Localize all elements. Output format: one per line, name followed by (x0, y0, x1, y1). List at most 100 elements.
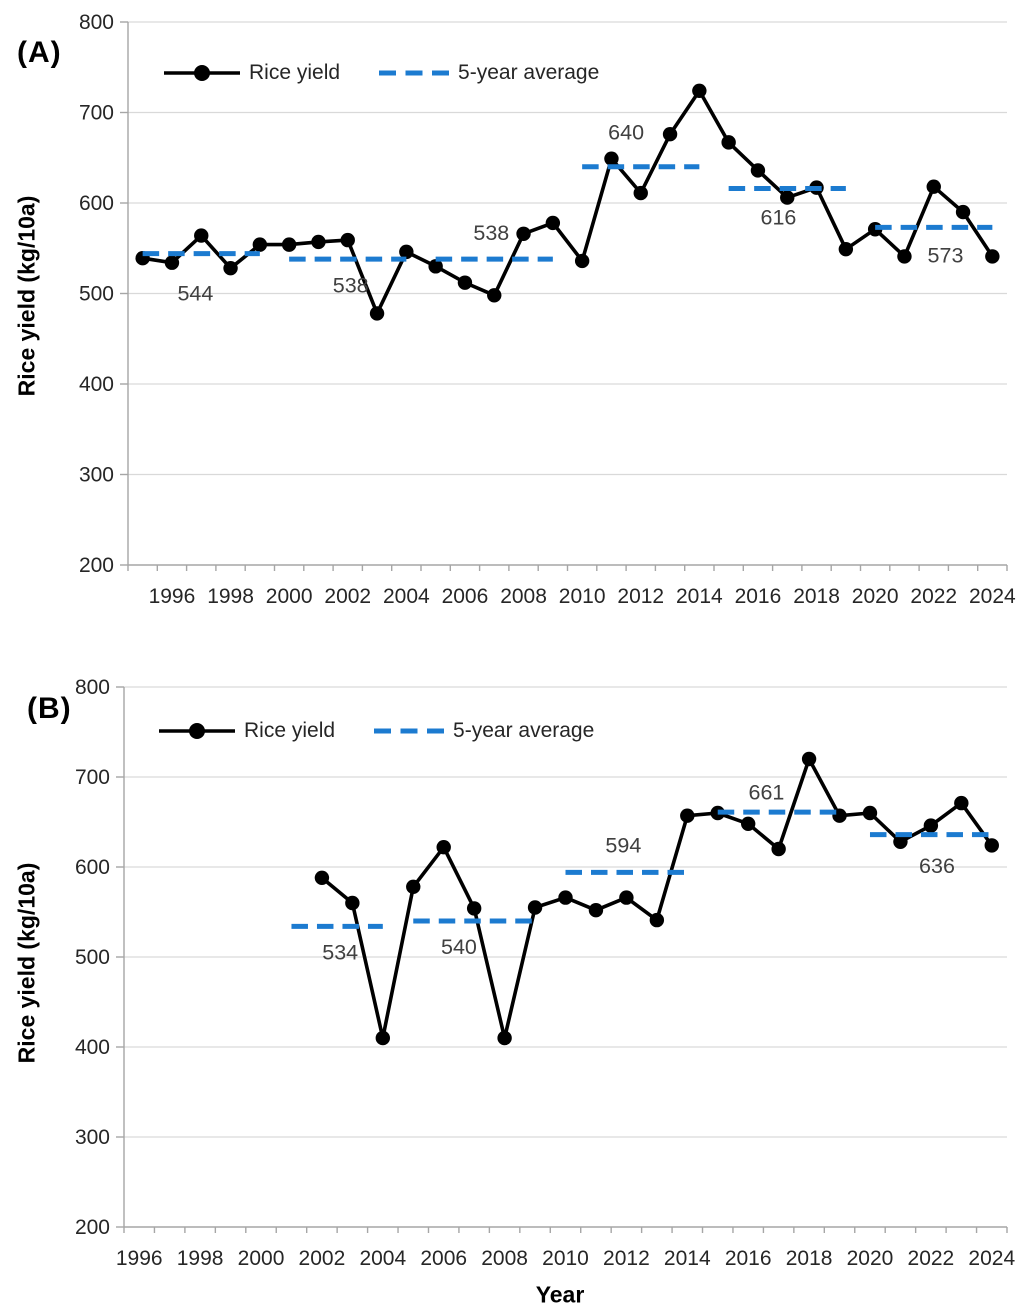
data-point-marker (345, 895, 360, 911)
five-year-average-value-label: 594 (605, 833, 641, 857)
data-point-marker (649, 912, 665, 928)
x-axis-tick-label: 2002 (299, 1247, 346, 1270)
y-axis-tick-label: 800 (79, 11, 114, 34)
x-axis-tick-label: 2006 (442, 585, 489, 608)
data-point-marker (985, 249, 1000, 264)
data-point-marker (838, 241, 854, 257)
data-point-marker (314, 870, 330, 885)
x-axis-tick-label: 2024 (968, 1247, 1015, 1270)
data-point-marker (619, 890, 634, 905)
dashed-line-sample-icon (374, 728, 445, 734)
x-axis-tick-label: 2012 (617, 585, 664, 608)
data-point-marker (457, 275, 473, 290)
x-axis-tick-label: 2016 (725, 1247, 772, 1270)
data-point-marker (545, 215, 561, 231)
five-year-average-value-label: 616 (761, 205, 797, 229)
data-point-marker (164, 255, 180, 270)
legend-label-rice-yield: Rice yield (244, 719, 336, 742)
x-axis-tick-label: 2024 (969, 585, 1016, 608)
five-year-average-value-label: 661 (749, 780, 785, 804)
five-year-average-value-label: 534 (322, 941, 358, 965)
data-point-marker (897, 249, 912, 264)
data-point-marker (497, 1030, 512, 1046)
x-axis-tick-label: 2000 (266, 585, 313, 608)
data-point-marker (516, 226, 531, 241)
rice-yield-line (320, 757, 994, 1040)
y-axis-tick-label: 800 (75, 676, 110, 699)
data-point-marker (340, 232, 355, 248)
data-point-marker (311, 234, 326, 250)
x-axis-title: Year (535, 1281, 585, 1308)
y-axis-tick-label: 600 (75, 856, 110, 879)
x-axis-tick-label: 1996 (149, 585, 196, 608)
x-axis-tick-label: 2004 (359, 1247, 406, 1270)
dashed-line-sample-icon (379, 70, 450, 76)
data-point-marker (252, 237, 268, 252)
data-point-marker (750, 163, 766, 178)
data-point-marker (194, 228, 209, 243)
x-axis-tick-label: 2018 (793, 585, 840, 608)
y-axis-tick-label: 300 (75, 1126, 110, 1149)
data-point-marker (604, 151, 619, 166)
data-point-marker (692, 83, 707, 98)
data-point-marker (487, 288, 502, 303)
data-point-marker (436, 840, 451, 855)
legend-label-5-year-average: 5-year average (453, 719, 595, 742)
line-with-marker-sample-icon (159, 723, 235, 739)
data-point-marker (633, 185, 648, 201)
data-point-marker (574, 253, 590, 269)
x-axis-tick-label: 1996 (116, 1247, 163, 1270)
x-axis-tick-label: 2004 (383, 585, 430, 608)
x-axis-tick-label: 2016 (735, 585, 782, 608)
five-year-average-value-label: 538 (473, 221, 509, 245)
legend-item-5-year-average: 5-year average (378, 61, 599, 85)
data-point-marker (281, 237, 297, 252)
five-year-average-value-label: 544 (177, 282, 213, 306)
y-axis-tick-label: 500 (79, 283, 114, 306)
x-axis-tick-label: 2014 (676, 585, 723, 608)
panel-label-a: (A) (17, 36, 62, 69)
data-point-marker (680, 808, 695, 823)
x-axis-tick-label: 2010 (542, 1247, 589, 1270)
data-point-marker (588, 903, 604, 918)
chart-b-legend: Rice yield 5-year average (158, 716, 594, 746)
five-year-average-value-label: 636 (919, 854, 955, 878)
x-axis-tick-label: 2008 (481, 1247, 528, 1270)
five-year-average-value-label: 540 (441, 935, 477, 959)
data-point-marker (527, 900, 543, 915)
data-point-marker (369, 306, 385, 321)
rice-yield-line (142, 89, 994, 316)
x-axis-tick-label: 2022 (910, 585, 957, 608)
legend-item-rice-yield: Rice yield (158, 719, 335, 743)
y-axis-tick-label: 400 (79, 373, 114, 396)
data-point-marker (771, 841, 786, 857)
data-point-marker (984, 838, 999, 853)
data-point-marker (375, 1030, 391, 1046)
legend-item-5-year-average: 5-year average (373, 719, 594, 743)
data-point-marker (926, 179, 941, 194)
x-axis-tick-label: 2014 (664, 1247, 711, 1270)
chart-b-plot: 200 300 400 500 600 700 800 1996 1998 2000 2002 200… (75, 676, 1016, 1270)
data-point-marker (780, 190, 795, 205)
data-point-marker (740, 816, 756, 831)
five-year-average-value-label: 573 (928, 243, 964, 267)
data-point-marker (399, 244, 414, 260)
x-axis-tick-label: 2020 (852, 585, 899, 608)
y-axis-tick-label: 200 (79, 554, 114, 577)
legend-label-5-year-average: 5-year average (458, 61, 600, 84)
y-axis-tick-label: 400 (75, 1036, 110, 1059)
panel-label-b: (B) (27, 692, 72, 725)
y-axis-tick-label: 700 (75, 766, 110, 789)
x-axis-tick-label: 2018 (786, 1247, 833, 1270)
legend-label-rice-yield: Rice yield (249, 61, 341, 84)
x-axis-tick-label: 2000 (238, 1247, 285, 1270)
y-axis-tick-label: 500 (75, 946, 110, 969)
data-point-marker (466, 901, 482, 916)
x-axis-tick-label: 2008 (500, 585, 547, 608)
x-axis-tick-label: 2006 (420, 1247, 467, 1270)
data-point-marker (428, 259, 443, 274)
five-year-average-value-label: 640 (608, 120, 644, 144)
data-point-marker (662, 127, 678, 142)
x-axis-tick-label: 2012 (603, 1247, 650, 1270)
x-axis-tick-label: 2010 (559, 585, 606, 608)
